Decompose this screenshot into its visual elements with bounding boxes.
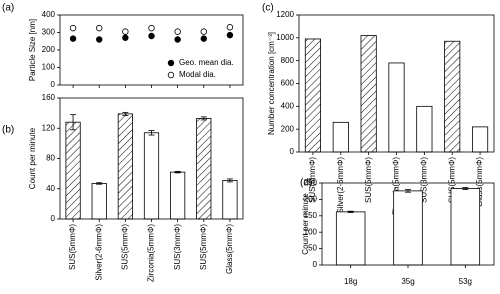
bar: [170, 171, 186, 220]
y-tick-label: 0: [51, 80, 56, 89]
point: [200, 35, 207, 42]
legend-label: Modal dia.: [179, 70, 216, 79]
y-tick-label: 0: [51, 214, 56, 223]
y-tick-label: 100: [304, 227, 318, 236]
x-tick-label: Glass(5mmΦ): [475, 157, 484, 207]
y-tick-label: 40: [46, 184, 55, 193]
error-bar: [122, 111, 129, 116]
y-tick-label: 0: [290, 147, 295, 156]
x-tick-label: SUS(5mmΦ): [68, 224, 77, 270]
y-axis-title: Count per minute: [28, 127, 37, 189]
plot-frame: [59, 97, 244, 220]
panel-label: (b): [2, 125, 14, 136]
plot-frame: [321, 182, 495, 266]
point: [148, 32, 155, 40]
x-tick-label: SUS(5mmΦ): [364, 157, 373, 203]
y-tick-label: 200: [304, 195, 318, 204]
x-tick-label: 35g: [401, 277, 414, 286]
legend-marker: [167, 59, 175, 67]
bar: [196, 118, 212, 220]
x-tick-label: SUS(3mmΦ): [419, 157, 428, 203]
error-bar: [462, 187, 469, 190]
y-tick-label: 160: [42, 93, 56, 102]
point: [226, 31, 234, 39]
bar: [335, 211, 366, 266]
y-tick-label: 400: [281, 101, 295, 110]
y-tick-label: 1200: [276, 10, 294, 19]
bar: [393, 190, 423, 266]
bar: [416, 105, 433, 153]
plot-frame: [59, 14, 244, 86]
x-tick-label: Silver(2-6mmΦ): [336, 157, 345, 214]
point: [122, 34, 129, 41]
point: [174, 36, 181, 43]
bar: [65, 121, 81, 220]
y-tick-label: 600: [281, 79, 295, 88]
x-tick-label: SUS(5mmΦ): [308, 157, 317, 203]
y-tick-label: 50: [308, 244, 317, 253]
bar: [444, 40, 461, 153]
point: [122, 28, 129, 35]
point: [200, 28, 207, 35]
bar: [304, 38, 321, 153]
y-tick-label: 800: [281, 56, 295, 65]
x-tick-label: SUS(3mmΦ): [173, 224, 182, 270]
y-tick-label: 250: [304, 178, 318, 187]
error-bar: [226, 178, 233, 183]
error-bar: [96, 182, 103, 185]
x-tick-label: Glass(5mmΦ): [225, 224, 234, 274]
bar: [472, 126, 489, 153]
point: [148, 24, 155, 32]
error-bar: [174, 170, 181, 174]
x-tick-label: SUS(5mmΦ): [447, 157, 456, 203]
error-bar: [347, 210, 354, 213]
point: [96, 24, 103, 32]
bar: [388, 62, 405, 153]
bar: [332, 121, 349, 153]
x-tick-label: SUS(5mmΦ): [199, 224, 208, 270]
legend-marker: [167, 71, 175, 79]
y-tick-label: 120: [42, 123, 56, 132]
bar: [360, 35, 377, 153]
point: [174, 28, 181, 35]
panel-label: (c): [262, 3, 274, 14]
point: [69, 35, 77, 42]
error-bar: [148, 130, 155, 136]
y-axis-title: Number concentration [cm⁻³]: [267, 32, 276, 135]
y-tick-label: 150: [304, 211, 318, 220]
x-tick-label: 53g: [459, 277, 472, 286]
point: [69, 24, 77, 32]
panel-label: (a): [2, 3, 14, 14]
panel-label: (d): [300, 178, 312, 189]
y-tick-label: 1000: [276, 33, 294, 42]
plot-frame: [298, 14, 495, 153]
legend-label: Geo. mean dia.: [179, 58, 234, 67]
error-bar: [200, 116, 207, 121]
error-bar: [405, 189, 411, 193]
y-tick-label: 400: [42, 10, 56, 19]
bar: [450, 188, 481, 266]
x-tick-label: Silver(2-6mmΦ): [94, 224, 103, 281]
error-bar: [70, 114, 77, 131]
x-tick-label: Zirconia(5mmΦ): [147, 224, 156, 282]
x-tick-label: 18g: [344, 277, 357, 286]
bar: [143, 132, 160, 220]
y-tick-label: 80: [46, 154, 55, 163]
x-tick-label: SUS(5mmΦ): [120, 224, 129, 270]
bar: [117, 113, 133, 220]
y-tick-label: 100: [42, 63, 56, 72]
bar: [91, 183, 107, 220]
y-tick-label: 300: [42, 28, 56, 37]
y-axis-title: Count per minute: [301, 193, 310, 255]
point: [226, 24, 234, 31]
y-tick-label: 0: [313, 260, 318, 269]
x-tick-label: Zirconia(5mmΦ): [392, 157, 401, 215]
bar: [222, 180, 238, 220]
point: [96, 36, 103, 43]
y-tick-label: 200: [42, 45, 56, 54]
y-tick-label: 200: [281, 124, 295, 133]
y-axis-title: Particle Size [nm]: [28, 19, 37, 81]
